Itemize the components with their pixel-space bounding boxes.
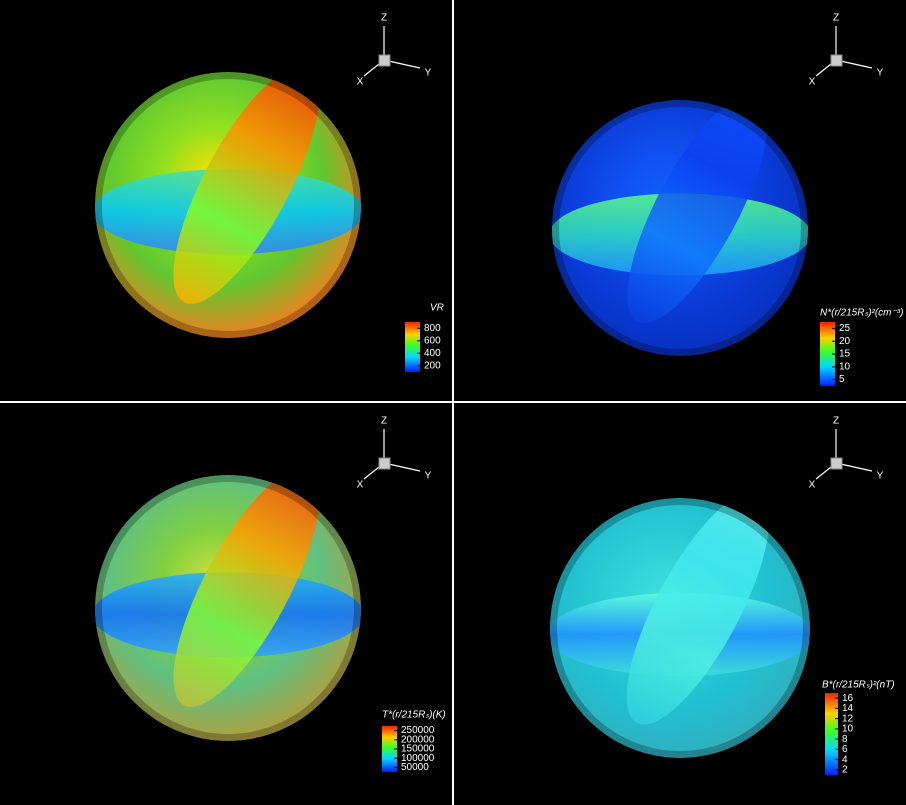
- axis-label: X: [357, 77, 364, 88]
- meridional-plane: [173, 475, 320, 707]
- axis-cube: [378, 457, 391, 470]
- colorbar-label: 10: [842, 724, 854, 735]
- colorbar-label: 800: [424, 323, 441, 334]
- sphere: [95, 72, 361, 338]
- colorbar-label: 16: [842, 693, 854, 704]
- axis-label: X: [809, 77, 816, 88]
- axis-cube: [830, 457, 843, 470]
- colorbar-label: 50000: [401, 762, 429, 773]
- sphere: [552, 100, 808, 356]
- colorbar: [820, 322, 835, 386]
- colorbar-label: 250000: [401, 725, 435, 736]
- axis-label: Y: [877, 68, 884, 79]
- colorbar-label: 10: [839, 361, 851, 372]
- axis-label: Z: [833, 13, 839, 24]
- colorbar-label: 14: [842, 703, 854, 714]
- axis-label: X: [357, 480, 364, 491]
- meridional-plane: [626, 498, 770, 725]
- colorbar-label: 150000: [401, 744, 435, 755]
- axis-label: Z: [381, 13, 387, 24]
- colorbar: [405, 322, 420, 372]
- colorbar-label: 4: [842, 754, 848, 765]
- meridional-plane: [173, 72, 320, 304]
- colorbar-label: 200: [424, 360, 441, 371]
- colorbar-label: 400: [424, 348, 441, 359]
- legend-title: B*(r/215Rₛ)²(nT): [822, 680, 895, 691]
- legend-title: VR: [430, 303, 444, 314]
- colorbar-label: 2: [842, 765, 848, 776]
- axis-label: Z: [381, 416, 387, 427]
- axis-cube: [378, 54, 391, 67]
- colorbar: [825, 693, 838, 775]
- meridional-plane: [627, 100, 768, 324]
- colorbar-label: 6: [842, 744, 848, 755]
- colorbar-label: 100000: [401, 753, 435, 764]
- axis-cube: [830, 54, 843, 67]
- axis-label: Y: [425, 471, 432, 482]
- colorbar-label: 15: [839, 349, 851, 360]
- legend-title: N*(r/215Rₛ)²(cm⁻³): [820, 308, 903, 319]
- axis-label: Y: [877, 471, 884, 482]
- sphere: [95, 475, 361, 741]
- colorbar-label: 20: [839, 336, 851, 347]
- colorbar-label: 5: [839, 374, 845, 385]
- colorbar: [382, 726, 397, 772]
- legend-title: T*(r/215Rₛ)(K): [382, 710, 446, 721]
- colorbar-label: 8: [842, 734, 848, 745]
- axis-label: X: [809, 480, 816, 491]
- axis-label: Z: [833, 416, 839, 427]
- colorbar-label: 600: [424, 335, 441, 346]
- colorbar-label: 12: [842, 713, 854, 724]
- colorbar-label: 200000: [401, 734, 435, 745]
- axis-label: Y: [425, 68, 432, 79]
- colorbar-label: 25: [839, 323, 851, 334]
- sphere: [550, 498, 810, 758]
